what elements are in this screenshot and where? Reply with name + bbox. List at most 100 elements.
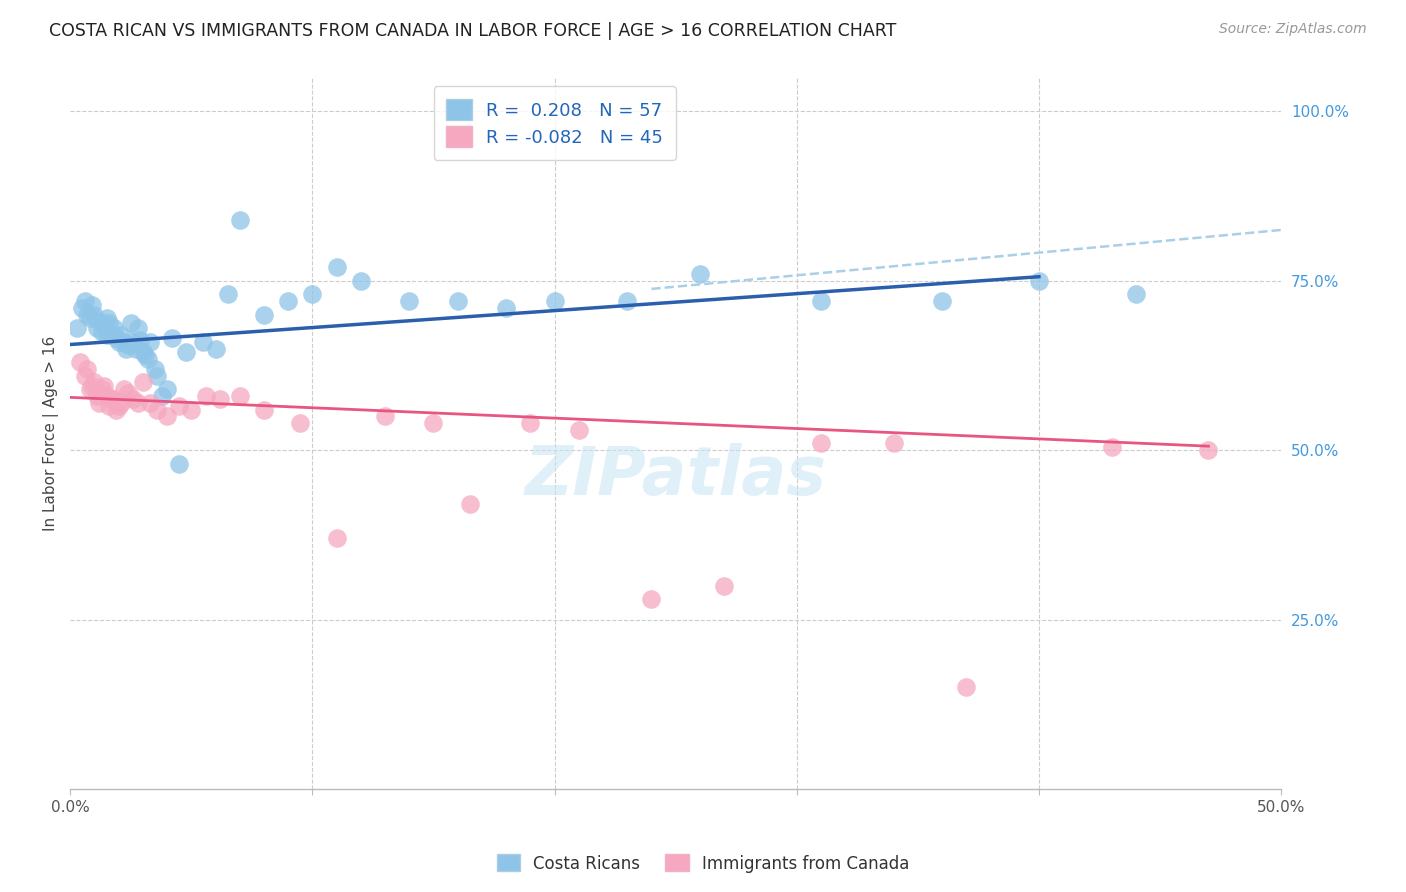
- Point: [86, 389, 108, 403]
- Point: [422, 416, 444, 430]
- Point: [66, 321, 89, 335]
- Point: [1197, 443, 1219, 458]
- Point: [180, 402, 202, 417]
- Point: [194, 389, 217, 403]
- Point: [86, 321, 108, 335]
- Point: [73, 368, 96, 383]
- Point: [124, 342, 146, 356]
- Point: [139, 396, 162, 410]
- Point: [955, 681, 977, 695]
- Point: [100, 326, 122, 341]
- Point: [810, 436, 832, 450]
- Point: [76, 308, 98, 322]
- Point: [139, 334, 162, 349]
- Point: [110, 328, 132, 343]
- Point: [810, 294, 832, 309]
- Point: [519, 416, 541, 430]
- Point: [143, 362, 166, 376]
- Point: [374, 409, 396, 424]
- Point: [325, 260, 347, 275]
- Point: [193, 334, 215, 349]
- Point: [1125, 287, 1147, 301]
- Point: [120, 316, 142, 330]
- Point: [350, 274, 373, 288]
- Point: [122, 334, 145, 349]
- Point: [156, 382, 179, 396]
- Point: [640, 592, 662, 607]
- Point: [136, 351, 159, 366]
- Point: [89, 314, 111, 328]
- Point: [132, 376, 155, 390]
- Y-axis label: In Labor Force | Age > 16: In Labor Force | Age > 16: [44, 335, 59, 531]
- Point: [96, 389, 118, 403]
- Point: [105, 402, 128, 417]
- Point: [568, 423, 591, 437]
- Point: [117, 338, 139, 352]
- Point: [129, 334, 152, 348]
- Point: [73, 294, 96, 309]
- Point: [96, 328, 118, 343]
- Point: [112, 382, 135, 396]
- Point: [167, 457, 190, 471]
- Point: [160, 331, 183, 345]
- Point: [689, 267, 711, 281]
- Point: [290, 416, 312, 430]
- Point: [616, 294, 638, 309]
- Point: [713, 579, 735, 593]
- Point: [90, 325, 112, 339]
- Point: [325, 532, 347, 546]
- Point: [543, 294, 565, 309]
- Point: [458, 498, 481, 512]
- Point: [76, 362, 98, 376]
- Point: [229, 389, 252, 403]
- Point: [447, 294, 470, 309]
- Point: [301, 287, 323, 301]
- Point: [229, 212, 252, 227]
- Point: [1028, 274, 1050, 288]
- Point: [90, 382, 112, 396]
- Point: [69, 355, 91, 369]
- Point: [217, 287, 239, 301]
- Point: [72, 301, 94, 315]
- Point: [253, 402, 276, 417]
- Point: [80, 297, 103, 311]
- Point: [105, 331, 128, 345]
- Point: [204, 342, 226, 356]
- Point: [117, 385, 139, 400]
- Point: [93, 379, 115, 393]
- Point: [176, 345, 198, 359]
- Point: [103, 392, 125, 407]
- Point: [167, 399, 190, 413]
- Point: [96, 311, 118, 326]
- Point: [79, 311, 101, 326]
- Point: [115, 342, 138, 356]
- Point: [100, 392, 122, 407]
- Text: ZIPatlas: ZIPatlas: [524, 443, 827, 509]
- Point: [127, 321, 149, 335]
- Point: [83, 308, 105, 322]
- Point: [398, 294, 420, 309]
- Point: [122, 392, 145, 407]
- Point: [80, 379, 103, 393]
- Point: [134, 348, 156, 362]
- Point: [79, 382, 101, 396]
- Point: [127, 396, 149, 410]
- Point: [98, 316, 121, 330]
- Point: [98, 399, 121, 413]
- Point: [107, 399, 129, 413]
- Point: [112, 334, 135, 349]
- Point: [150, 389, 173, 403]
- Point: [146, 368, 169, 383]
- Point: [495, 301, 517, 315]
- Point: [253, 308, 276, 322]
- Text: Source: ZipAtlas.com: Source: ZipAtlas.com: [1219, 22, 1367, 37]
- Point: [277, 294, 299, 309]
- Point: [110, 396, 132, 410]
- Point: [1101, 440, 1123, 454]
- Point: [209, 392, 232, 407]
- Point: [93, 318, 115, 332]
- Point: [132, 345, 155, 359]
- Point: [931, 294, 953, 309]
- Text: COSTA RICAN VS IMMIGRANTS FROM CANADA IN LABOR FORCE | AGE > 16 CORRELATION CHAR: COSTA RICAN VS IMMIGRANTS FROM CANADA IN…: [49, 22, 897, 40]
- Legend: R =  0.208   N = 57, R = -0.082   N = 45: R = 0.208 N = 57, R = -0.082 N = 45: [433, 87, 675, 160]
